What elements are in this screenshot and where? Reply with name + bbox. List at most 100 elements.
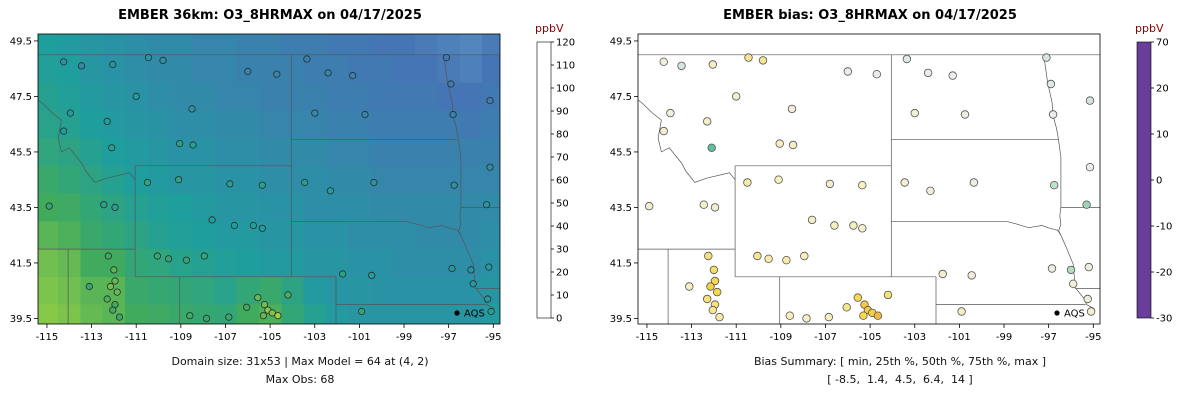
svg-text:ppbV: ppbV [1135,22,1164,35]
station-marker [1048,110,1058,119]
station-marker [710,276,720,286]
station-marker [254,293,262,302]
svg-text:-105: -105 [259,332,282,343]
station-marker [775,139,784,148]
svg-text:30: 30 [556,245,569,256]
station-marker [368,271,376,279]
svg-text:-99: -99 [396,332,412,343]
svg-text:-113: -113 [680,332,703,343]
station-marker [442,53,450,62]
model-map-title: EMBER 36km: O3_8HRMAX on 04/17/2025 [118,8,422,23]
station-marker [706,282,715,291]
svg-text:45.5: 45.5 [10,147,32,158]
station-marker [186,312,194,320]
station-marker [800,251,809,261]
station-marker [111,203,119,211]
station-marker [883,290,893,300]
station-marker [782,255,791,265]
svg-text:10: 10 [1156,130,1169,141]
station-marker [225,313,233,321]
station-marker [357,307,366,316]
station-marker [685,282,694,291]
station-marker [153,252,161,260]
station-marker [159,56,167,65]
station-marker [249,221,257,230]
station-marker [802,314,811,323]
station-marker [469,280,477,288]
station-marker [743,178,752,187]
station-marker [1069,279,1078,288]
station-marker [132,92,140,101]
svg-text:0: 0 [556,314,562,325]
station-marker [208,216,216,224]
station-marker [715,312,724,322]
bias-map-title: EMBER bias: O3_8HRMAX on 04/17/2025 [723,8,1017,23]
bias-caption-summary-label: Bias Summary: [ min, 25th %, 50th %, 75t… [753,355,1047,368]
station-marker [109,60,117,69]
svg-text:-113: -113 [80,332,103,343]
svg-text:-95: -95 [1085,332,1101,343]
station-marker [707,143,716,152]
raster-layer [38,34,500,324]
station-marker [175,176,183,184]
station-marker [60,127,68,135]
station-marker [324,69,332,77]
svg-text:-103: -103 [303,332,326,343]
station-marker [258,181,266,189]
station-marker [260,300,269,309]
station-marker [284,291,292,299]
station-marker [704,251,713,261]
svg-text:-107: -107 [214,332,237,343]
station-marker [677,61,686,71]
svg-text:-20: -20 [1156,268,1172,279]
station-marker [484,295,492,303]
station-marker [189,141,197,149]
svg-text:41.5: 41.5 [610,258,632,269]
station-marker [100,201,108,209]
svg-text:-97: -97 [440,332,456,343]
station-marker [853,293,862,302]
station-marker [787,104,797,114]
station-marker [485,263,493,271]
station-marker [109,306,117,314]
aqs-legend: AQS [454,309,485,320]
station-marker [259,312,267,320]
svg-text:47.5: 47.5 [10,92,32,103]
station-marker [115,313,124,321]
station-marker [807,215,817,225]
bias-caption-summary-values: [ -8.5, 1.4, 4.5, 6.4, 14 ] [827,373,973,386]
station-marker [702,294,712,304]
station-marker [938,269,947,279]
station-marker [1082,200,1091,209]
svg-text:41.5: 41.5 [10,258,32,269]
station-marker [858,224,867,233]
svg-text:39.5: 39.5 [610,314,632,325]
svg-text:70: 70 [1156,38,1169,49]
svg-text:50: 50 [556,199,569,210]
station-marker [744,53,753,62]
model-caption-maxobs: Max Obs: 68 [265,373,335,386]
model-map-svg: -115 -113 -111 -109 -107 -105 -103 -101 -99 -97 -9… [10,22,575,343]
svg-text:-101: -101 [948,332,971,343]
station-marker [910,108,919,118]
station-marker [659,126,668,136]
svg-text:-10: -10 [1156,222,1172,233]
station-marker [824,312,833,322]
station-marker [45,202,53,210]
station-marker [66,109,75,117]
station-marker [274,312,282,320]
station-marker [104,252,112,260]
station-marker [753,251,762,261]
station-marker [111,277,119,285]
station-marker [1085,162,1095,172]
station-marker [486,163,494,171]
station-marker [764,254,773,263]
station-marker [144,53,153,62]
svg-text:AQS: AQS [464,309,485,320]
svg-text:100: 100 [556,84,575,95]
svg-text:49.5: 49.5 [10,36,32,47]
station-marker [311,109,319,117]
svg-text:-111: -111 [725,332,748,343]
station-marker [200,252,208,260]
station-marker [450,181,458,189]
